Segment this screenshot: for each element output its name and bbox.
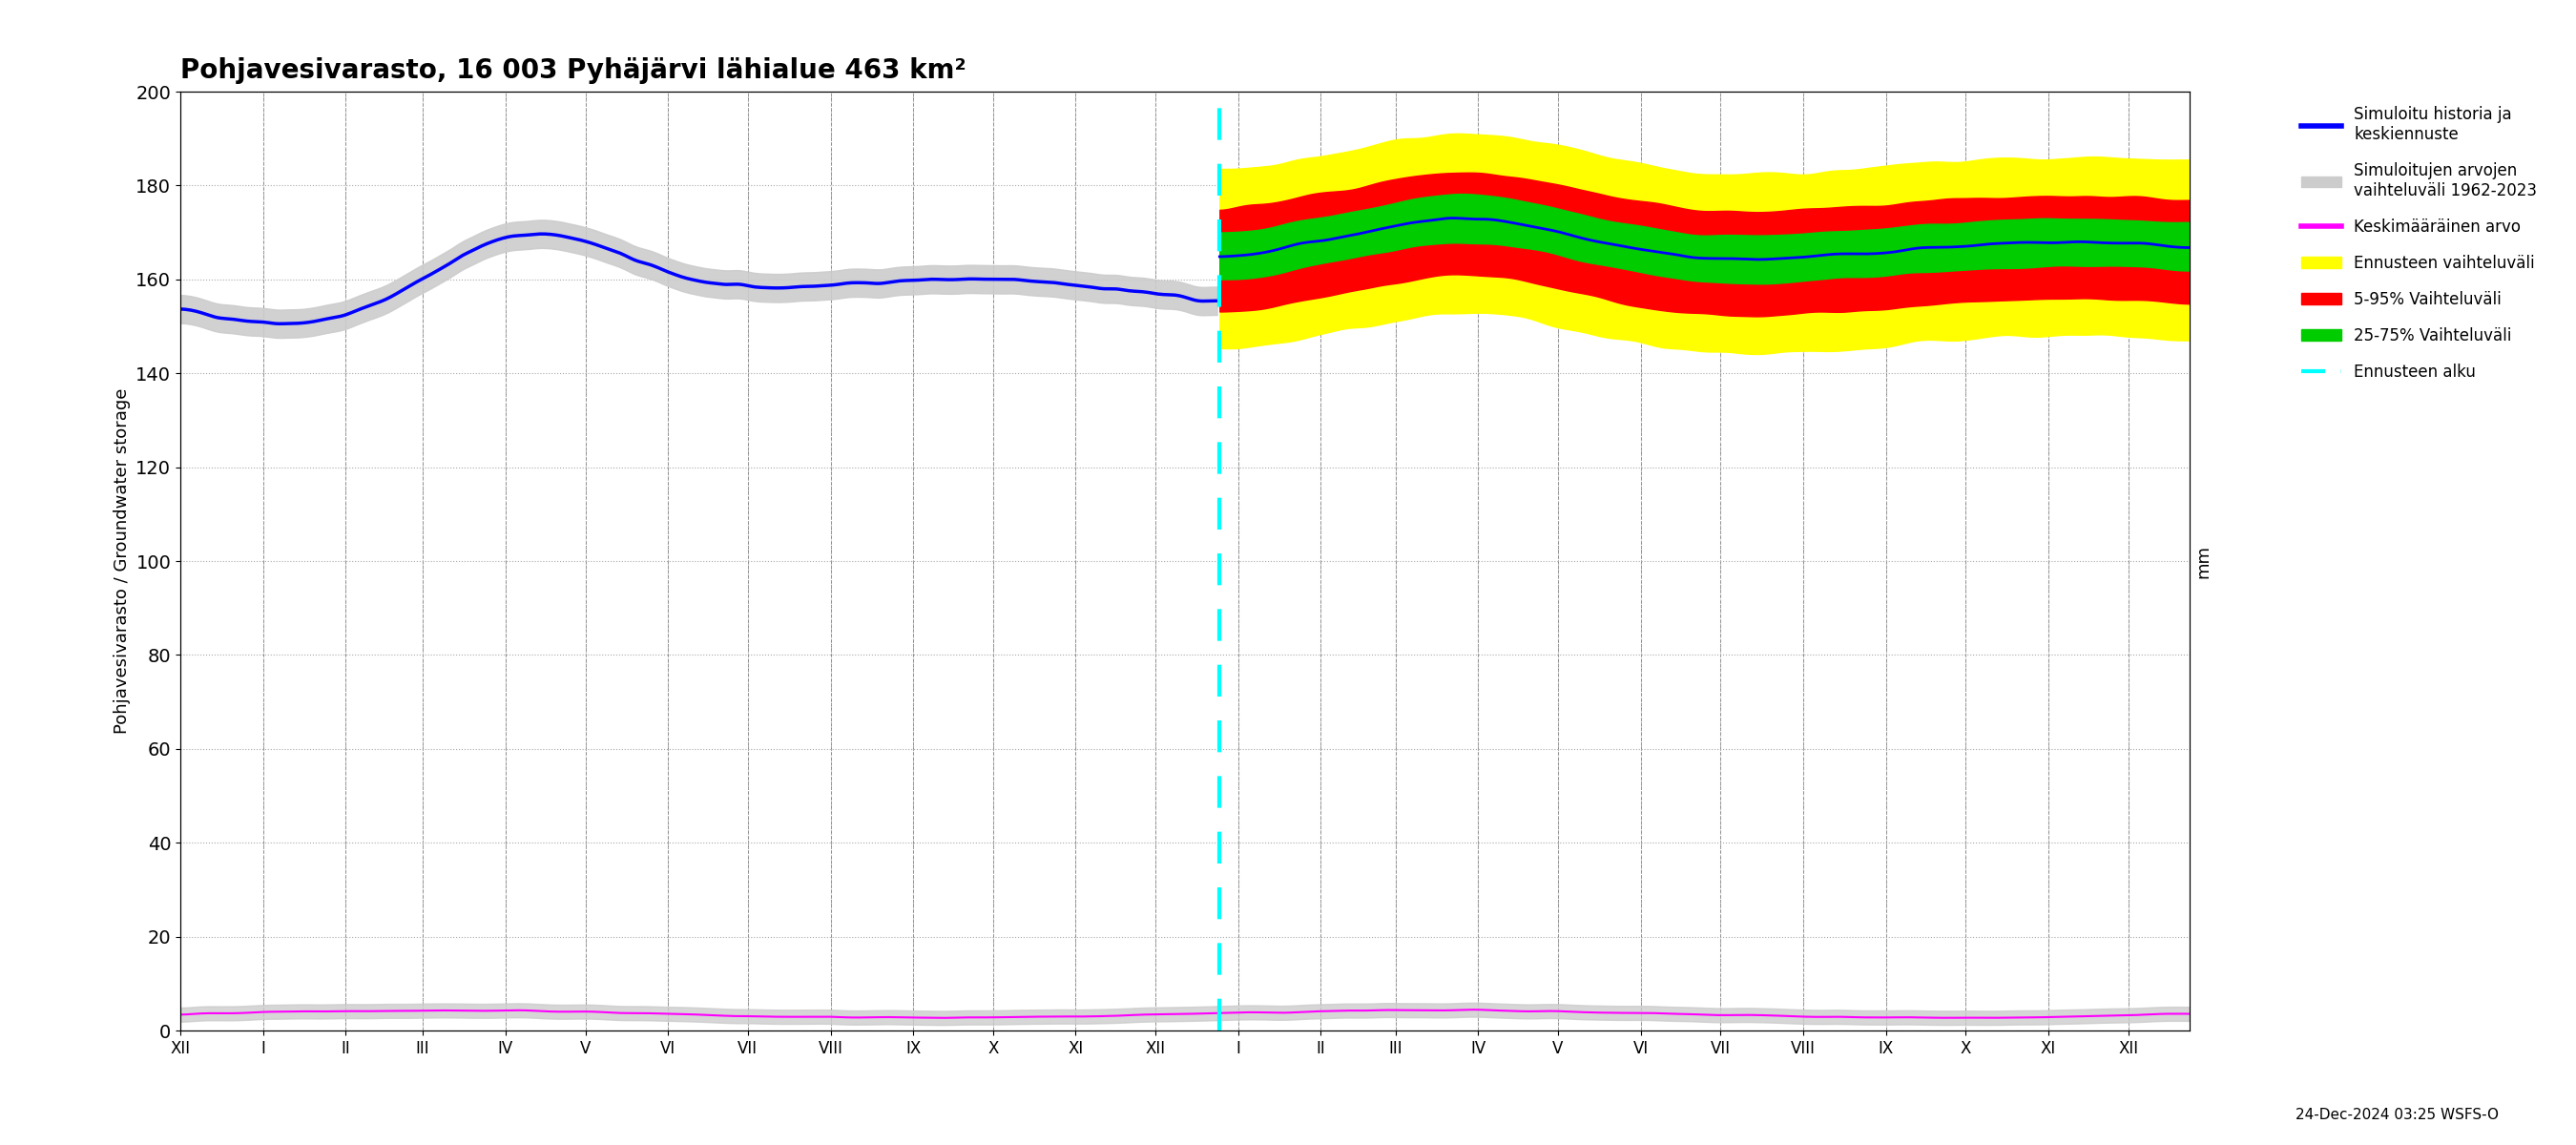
- Text: 24-Dec-2024 03:25 WSFS-O: 24-Dec-2024 03:25 WSFS-O: [2295, 1108, 2499, 1122]
- Text: Pohjavesivarasto, 16 003 Pyhäjärvi lähialue 463 km²: Pohjavesivarasto, 16 003 Pyhäjärvi lähia…: [180, 57, 966, 84]
- Legend: Simuloitu historia ja
keskiennuste, Simuloitujen arvojen
vaihteluväli 1962-2023,: Simuloitu historia ja keskiennuste, Simu…: [2295, 100, 2543, 387]
- Y-axis label: Pohjavesivarasto / Groundwater storage: Pohjavesivarasto / Groundwater storage: [113, 388, 131, 734]
- Y-axis label: mm: mm: [2195, 544, 2213, 578]
